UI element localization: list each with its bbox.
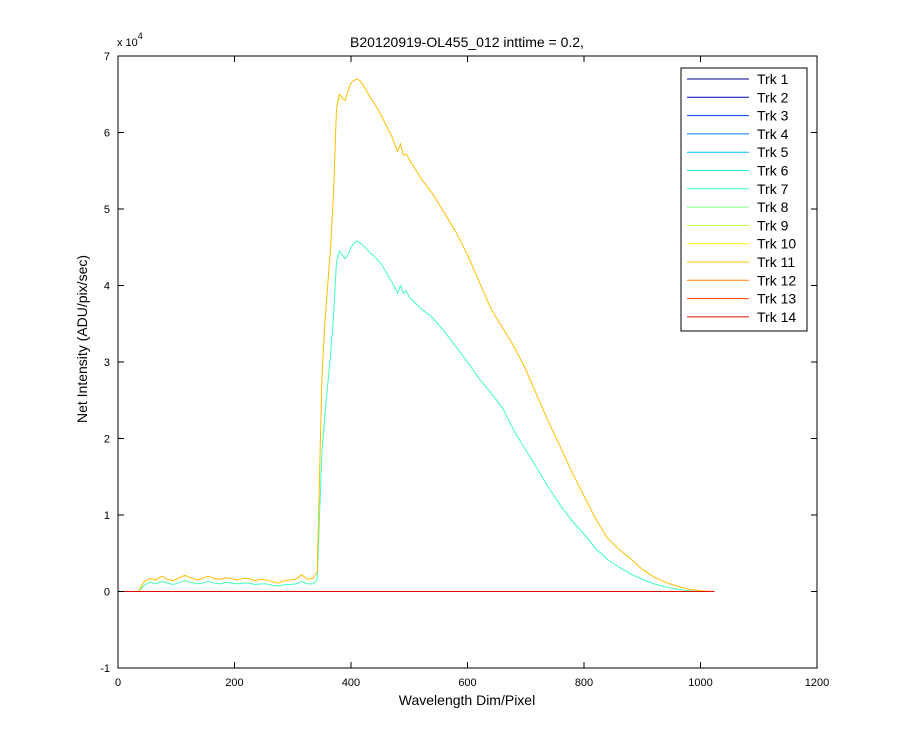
y-tick-label: 0 [104, 587, 110, 599]
legend-label-13: Trk 13 [757, 291, 796, 307]
legend-label-5: Trk 5 [757, 144, 789, 160]
y-axis-title: Net Intensity (ADU/pix/sec) [74, 255, 90, 423]
series-line-11 [118, 78, 715, 592]
y-tick-label: 1 [104, 510, 110, 522]
chart-title: B20120919-OL455_012 inttime = 0.2, [350, 34, 584, 50]
legend-label-9: Trk 9 [757, 217, 789, 233]
x-tick-label: 0 [115, 677, 121, 689]
legend-label-2: Trk 2 [757, 89, 789, 105]
legend-label-4: Trk 4 [757, 126, 789, 142]
y-axis-multiplier: x 104 [117, 31, 143, 49]
legend-label-11: Trk 11 [757, 254, 795, 270]
x-tick-label: 200 [225, 677, 243, 689]
legend-label-1: Trk 1 [757, 71, 789, 87]
legend-box [680, 67, 808, 332]
y-tick-label: 7 [104, 51, 110, 63]
x-tick-label: 800 [575, 677, 593, 689]
y-tick-label: -1 [100, 663, 110, 675]
legend-label-10: Trk 10 [757, 236, 796, 252]
y-tick-label: 2 [104, 434, 110, 446]
x-tick-label: 400 [342, 677, 360, 689]
legend-label-7: Trk 7 [757, 181, 789, 197]
x-tick-label: 1200 [805, 677, 829, 689]
x-tick-label: 1000 [688, 677, 712, 689]
axes-layer: 0 200 400 600 800 1000 1200 -1 0 1 2 3 4 5 6 7 [100, 51, 829, 689]
y-tick-label: 4 [104, 281, 110, 293]
series-line-7 [118, 240, 715, 592]
legend: Trk 1 Trk 2 Trk 3 Trk 4 Trk 5 Trk 6 Trk 7 Trk 8… [680, 67, 808, 332]
legend-label-6: Trk 6 [757, 163, 789, 179]
legend-label-8: Trk 8 [757, 199, 789, 215]
y-tick-label: 3 [104, 357, 110, 369]
x-axis-title: Wavelength Dim/Pixel [399, 692, 535, 708]
y-tick-label: 5 [104, 204, 110, 216]
legend-label-3: Trk 3 [757, 108, 789, 124]
legend-label-14: Trk 14 [757, 309, 796, 325]
y-tick-label: 6 [104, 128, 110, 140]
legend-label-12: Trk 12 [757, 272, 796, 288]
series-layer [118, 78, 715, 592]
x-tick-label: 600 [458, 677, 476, 689]
y-multiplier-exponent: 4 [138, 31, 143, 41]
y-multiplier-base: x 10 [117, 37, 138, 49]
